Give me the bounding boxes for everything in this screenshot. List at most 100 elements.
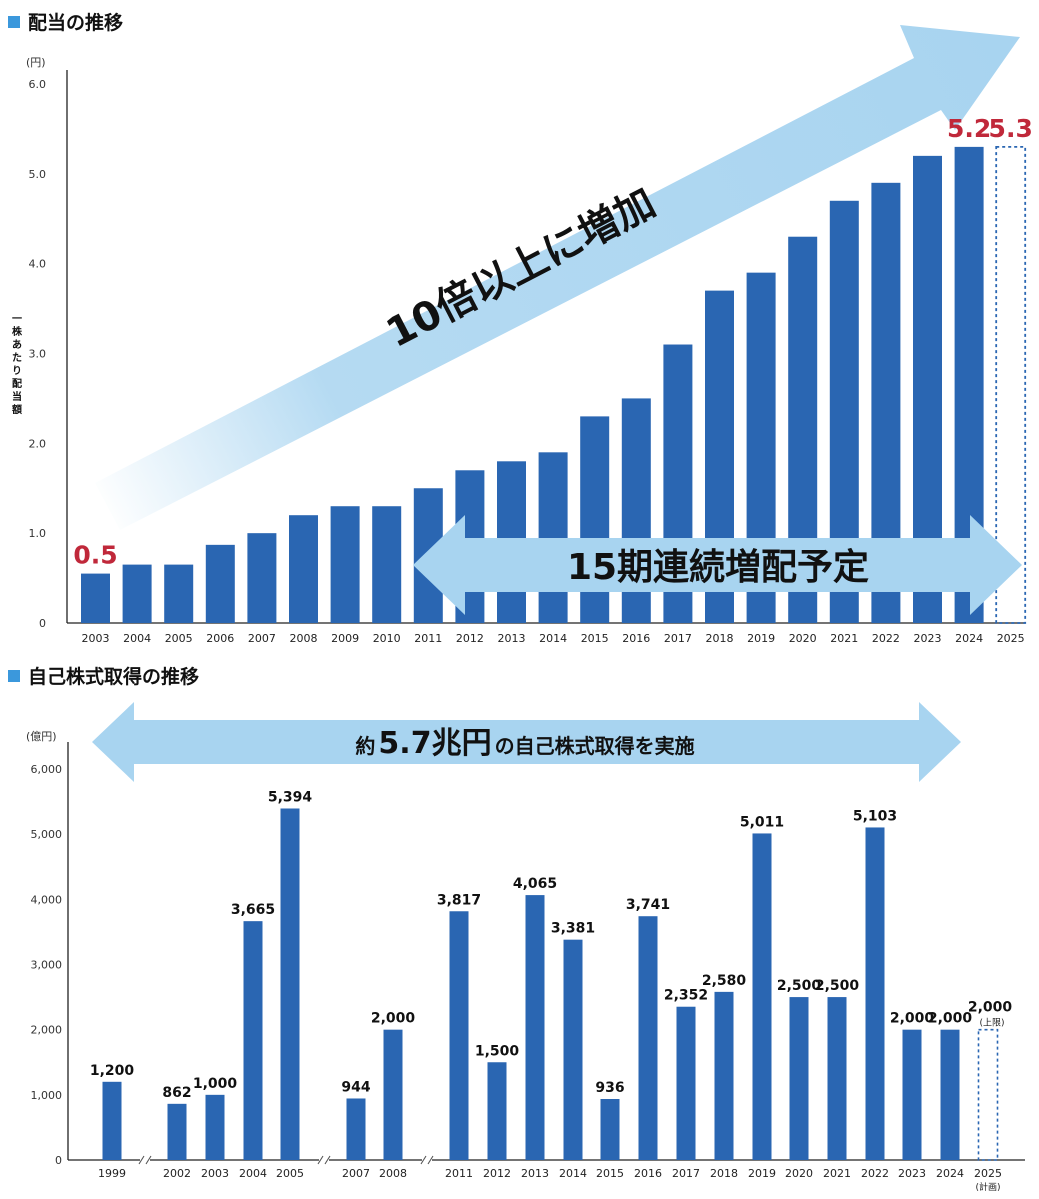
- bar-value-label: 2,000: [371, 1011, 416, 1027]
- y-axis-title: 一株あたり配当額: [11, 314, 23, 416]
- x-tick-label: 2003: [82, 632, 110, 645]
- total-buyback-prefix: 約: [355, 734, 375, 758]
- bar: [714, 991, 734, 1160]
- x-tick-label: 2005: [276, 1167, 304, 1180]
- x-tick-label: 2013: [498, 632, 526, 645]
- x-tick-label: 2022: [872, 632, 900, 645]
- bar-value-label: 2,352: [664, 988, 708, 1004]
- increase-arrow: [95, 25, 1020, 530]
- bar: [330, 506, 360, 623]
- bar-value-label: 2,000: [928, 1011, 973, 1027]
- dividend-section-title: 配当の推移: [8, 8, 123, 35]
- x-tick-label: 2023: [914, 632, 942, 645]
- total-buyback-arrow: [92, 702, 961, 782]
- x-tick-label: 2016: [634, 1167, 662, 1180]
- y-tick-label: 6,000: [31, 763, 63, 776]
- x-tick-label: 2014: [559, 1167, 587, 1180]
- bar-value-label: 2,500: [815, 978, 860, 994]
- bar: [243, 921, 263, 1160]
- bar-value-label: 944: [341, 1079, 370, 1095]
- axis-break-gap: [422, 1156, 432, 1164]
- bar-value-label: 2,000: [890, 1011, 935, 1027]
- x-tick-label: 2020: [785, 1167, 813, 1180]
- y-unit-label: (億円): [26, 730, 57, 743]
- buyback-section-title: 自己株式取得の推移: [8, 662, 199, 689]
- axis-break-gap: [319, 1156, 329, 1164]
- bar-value-label: 2,580: [702, 973, 747, 989]
- x-tick-label: 2012: [483, 1167, 511, 1180]
- x-tick-label: 2025: [974, 1167, 1002, 1180]
- x-tick-label: 2011: [445, 1167, 473, 1180]
- x-tick-label: 2018: [706, 632, 734, 645]
- x-tick-label: 1999: [98, 1167, 126, 1180]
- bar-value-label: 1,000: [193, 1076, 238, 1092]
- y-tick-label: 5.0: [29, 168, 47, 181]
- consecutive-increase-text: 15期連続増配予定: [567, 547, 869, 588]
- bar-planned: [977, 1028, 999, 1161]
- x-tick-label: 2019: [748, 1167, 776, 1180]
- x-tick-label: 2022: [861, 1167, 889, 1180]
- bar: [81, 573, 110, 623]
- bar: [280, 808, 300, 1160]
- bar: [865, 827, 885, 1160]
- x-tick-label: 2002: [163, 1167, 191, 1180]
- y-tick-label: 2.0: [29, 437, 47, 450]
- title-square-icon: [8, 669, 20, 682]
- bar-value-label: 3,665: [231, 902, 275, 918]
- y-unit-label: (円): [26, 56, 46, 69]
- bar: [346, 1098, 366, 1160]
- x-tick-label: 2011: [414, 632, 442, 645]
- x-tick-label: 2015: [581, 632, 609, 645]
- x-tick-label: 2013: [521, 1167, 549, 1180]
- bar: [122, 564, 152, 623]
- bar-value-label: 3,741: [626, 897, 670, 913]
- bar: [638, 916, 658, 1160]
- axis-break-icon: [317, 1155, 331, 1165]
- x-tick-label: 2021: [823, 1167, 851, 1180]
- total-buyback-suffix: の自己株式取得を実施: [495, 734, 695, 758]
- y-tick-label: 4,000: [31, 893, 63, 906]
- bar-value-label: 1,200: [90, 1063, 135, 1079]
- bar-value-label: 4,065: [513, 876, 557, 892]
- x-tick-label: 2008: [290, 632, 318, 645]
- bar-value-label: 3,817: [437, 892, 481, 908]
- bar: [789, 997, 809, 1160]
- x-tick-label: 2021: [830, 632, 858, 645]
- consecutive-increase-arrow: [413, 515, 1022, 615]
- bar-value-label: 1,500: [475, 1043, 520, 1059]
- x-tick-label: 2024: [955, 632, 983, 645]
- x-tick-label: 2019: [747, 632, 775, 645]
- y-tick-label: 4.0: [29, 258, 47, 271]
- x-tick-label: 2004: [123, 632, 151, 645]
- y-tick-label: 3.0: [29, 348, 47, 361]
- x-tick-label: 2017: [672, 1167, 700, 1180]
- bar-planned: [995, 145, 1027, 624]
- x-tick-label: 2018: [710, 1167, 738, 1180]
- x-tick-label: 2023: [898, 1167, 926, 1180]
- x-tick-label: 2007: [342, 1167, 370, 1180]
- bar: [940, 1029, 960, 1160]
- bar: [205, 544, 235, 623]
- bar-value-label: 5,103: [853, 808, 897, 824]
- value-label-highlight: 0.5: [73, 541, 117, 570]
- bar: [247, 533, 277, 623]
- x-tick-label: 2020: [789, 632, 817, 645]
- axis-break-icon: [420, 1155, 434, 1165]
- bar: [289, 515, 318, 623]
- y-tick-label: 1,000: [31, 1089, 63, 1102]
- bar: [752, 833, 772, 1160]
- bar-value-label: 3,381: [551, 921, 595, 937]
- bar: [164, 564, 194, 623]
- bar: [600, 1099, 620, 1160]
- bar-value-label: 2,500: [777, 978, 822, 994]
- y-tick-label: 2,000: [31, 1024, 63, 1037]
- x-tick-label: 2016: [622, 632, 650, 645]
- y-tick-label: 0: [55, 1154, 62, 1167]
- y-tick-label: 6.0: [29, 78, 47, 91]
- title-square-icon: [8, 15, 20, 28]
- dividend-chart: (円) 0 1.0 2.0 3.0 4.0 5.0 6.0 一株あたり配当額 2003 2004 20…: [11, 25, 1033, 645]
- value-label-highlight: 5.2: [947, 114, 991, 143]
- x-tick-label: 2014: [539, 632, 567, 645]
- axis-break-gap: [140, 1156, 150, 1164]
